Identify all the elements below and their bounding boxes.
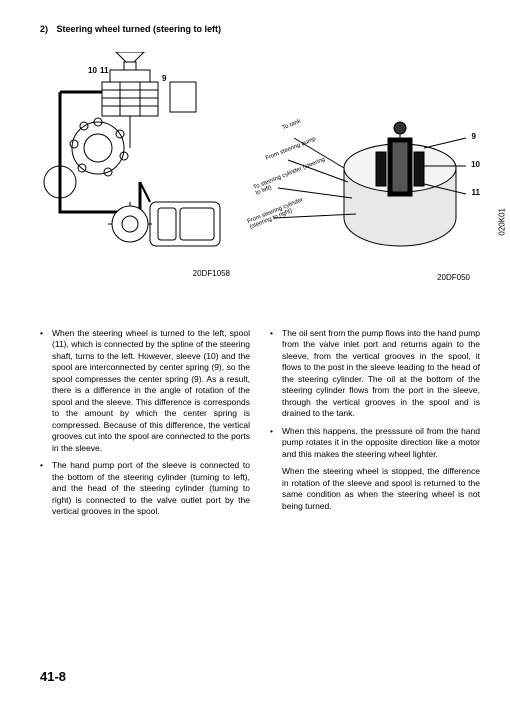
paragraph: When the steering wheel is stopped, the … [282,466,480,512]
paragraph: The hand pump port of the sleeve is conn… [52,460,250,517]
bullet-dot: • [270,328,282,420]
column-left: • When the steering wheel is turned to t… [40,328,250,524]
bullet-dot: • [270,426,282,460]
callout-r9: 9 [472,132,476,141]
bullet-item: • The hand pump port of the sleeve is co… [40,460,250,517]
figure-left: 10 11 9 20DF1058 [40,52,240,272]
heading-number: 2) [40,24,54,34]
figure-right-code: 20DF050 [437,273,470,282]
paragraph: When the steering wheel is turned to the… [52,328,250,454]
diagram-right-svg [270,108,470,278]
callout-9: 9 [162,74,166,83]
text-columns: • When the steering wheel is turned to t… [40,328,480,524]
heading-title: Steering wheel turned (steering to left) [57,24,222,34]
side-code: 020K01 [498,208,507,236]
figures-area: 10 11 9 20DF1058 [40,48,480,308]
section-heading: 2) Steering wheel turned (steering to le… [40,24,480,34]
bullet-item: • When this happens, the presssure oil f… [270,426,480,460]
callout-r10: 10 [471,160,480,169]
callout-11: 11 [100,66,108,75]
callout-10: 10 [88,66,97,75]
page-number: 41-8 [40,669,66,684]
paragraph: When this happens, the presssure oil fro… [282,426,480,460]
bullet-dot: • [40,328,52,454]
figure-right: 9 10 11 To tank From steering pump To st… [270,108,470,278]
bullet-dot: • [40,460,52,517]
figure-left-code: 20DF1058 [193,269,230,278]
bullet-item: • When the steering wheel is turned to t… [40,328,250,454]
paragraph: The oil sent from the pump flows into th… [282,328,480,420]
column-right: • The oil sent from the pump flows into … [270,328,480,524]
callout-r11: 11 [472,188,480,197]
bullet-item: • The oil sent from the pump flows into … [270,328,480,420]
diagram-left-svg [40,52,240,272]
